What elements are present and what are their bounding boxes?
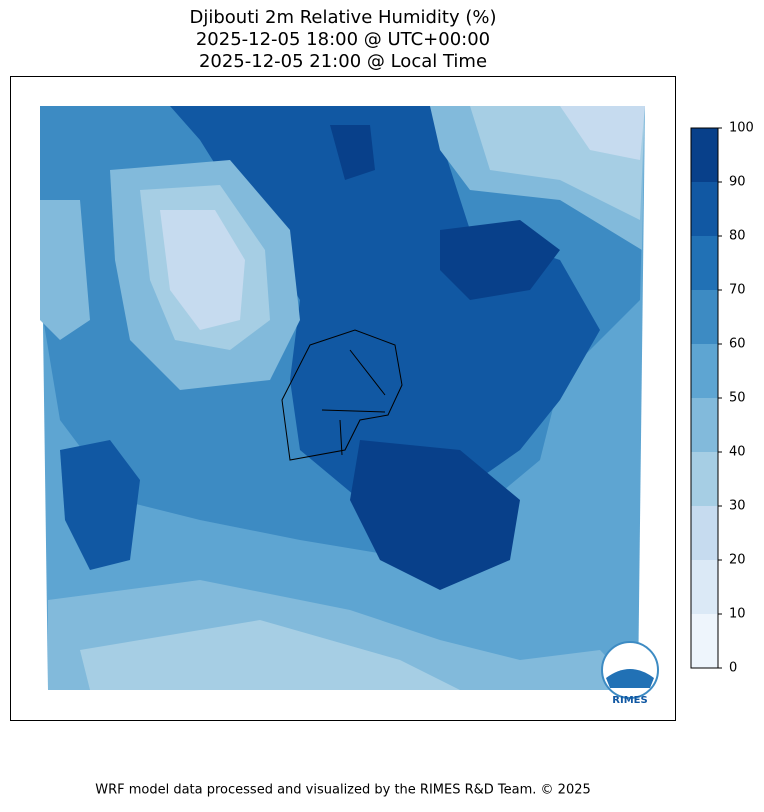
colorbar-tick-label: 60: [729, 337, 746, 352]
colorbar-segment: [691, 182, 718, 236]
colorbar-segment: [691, 236, 718, 290]
colorbar: 0 10 20 30 40 50 60 70 80 90 100: [690, 121, 754, 676]
footer: WRF model data processed and visualized …: [95, 783, 591, 798]
colorbar-tick-label: 30: [729, 499, 746, 514]
colorbar-tick-label: 50: [729, 391, 746, 406]
humidity-field: [40, 106, 645, 690]
colorbar-tick-label: 80: [729, 229, 746, 244]
colorbar-tick-label: 90: [729, 175, 746, 190]
colorbar-tick-label: 100: [729, 121, 754, 136]
title-line: 2025-12-05 21:00 @ Local Time: [199, 51, 487, 72]
colorbar-tick-label: 20: [729, 553, 746, 568]
colorbar-tick-label: 10: [729, 607, 746, 622]
colorbar-segment: [691, 128, 718, 182]
title-line: Djibouti 2m Relative Humidity (%): [190, 7, 497, 28]
colorbar-segment: [691, 290, 718, 344]
colorbar-segment: [691, 452, 718, 506]
logo-text: RIMES: [612, 695, 647, 706]
colorbar-segment: [691, 614, 718, 668]
colorbar-tick-label: 0: [729, 661, 737, 676]
colorbar-tick-label: 40: [729, 445, 746, 460]
colorbar-segment: [691, 560, 718, 614]
logo: RIMES: [601, 641, 659, 706]
colorbar-segment: [691, 506, 718, 560]
colorbar-segment: [691, 344, 718, 398]
colorbar-segment: [691, 398, 718, 452]
map-frame: [10, 76, 676, 721]
title-line: 2025-12-05 18:00 @ UTC+00:00: [196, 29, 490, 50]
colorbar-tick-label: 70: [729, 283, 746, 298]
